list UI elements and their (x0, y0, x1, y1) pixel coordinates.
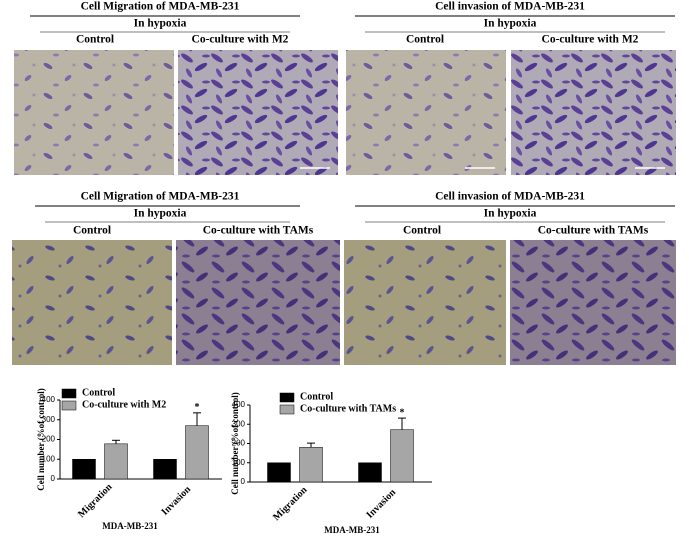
legend-swatch (279, 404, 295, 415)
y-tick-label: 300 (232, 419, 246, 428)
y-tick-label: 0 (241, 477, 246, 486)
bar (104, 443, 128, 480)
bar (72, 459, 96, 480)
bar (185, 425, 209, 480)
significance: * (195, 402, 200, 413)
panel-title: Cell Migration of MDA-MB-231 (81, 191, 240, 203)
y-tick-label: 100 (232, 458, 246, 467)
y-tick-label: 200 (42, 435, 56, 444)
column-label: Control (403, 225, 441, 237)
x-tick-label: Invasion (364, 487, 398, 521)
micrograph (344, 240, 506, 365)
legend-swatch (279, 392, 295, 403)
x-tick-label: Migration (76, 481, 115, 520)
panel-subtitle: In hypoxia (484, 208, 537, 220)
panel-subtitle: In hypoxia (484, 18, 537, 30)
micrograph (176, 240, 340, 365)
y-tick-label: 400 (42, 395, 56, 404)
column-label: Co-culture with M2 (192, 34, 289, 46)
legend-label: Co-culture with TAMs (300, 403, 396, 414)
legend-label: Control (300, 391, 333, 402)
y-tick-label: 300 (42, 415, 56, 424)
y-tick-label: 0 (51, 474, 56, 483)
bar (153, 459, 177, 480)
panel-title: Cell Migration of MDA-MB-231 (81, 1, 240, 13)
x-tick-label: Invasion (159, 484, 193, 518)
y-tick-label: 200 (232, 439, 246, 448)
panel-title: Cell invasion of MDA-MB-231 (435, 191, 585, 203)
column-label: Co-culture with TAMs (538, 225, 649, 237)
bar (358, 462, 382, 483)
legend-swatch (61, 400, 77, 411)
significance: * (400, 407, 405, 418)
bar (299, 447, 323, 483)
micrograph (178, 50, 338, 175)
legend-label: Co-culture with M2 (82, 399, 166, 410)
legend-swatch (61, 388, 77, 399)
y-tick-label: 400 (232, 400, 246, 409)
y-axis-label: Cell number (%of control) (230, 392, 240, 494)
column-label: Co-culture with TAMs (203, 225, 314, 237)
column-label: Control (76, 34, 114, 46)
column-label: Control (406, 34, 444, 46)
bar (390, 429, 414, 483)
y-tick-label: 100 (42, 454, 56, 463)
micrograph (510, 240, 676, 365)
bar (267, 462, 291, 483)
panel-title: Cell invasion of MDA-MB-231 (435, 1, 585, 13)
x-axis-label: MDA-MB-231 (324, 525, 380, 535)
legend-label: Control (82, 387, 115, 398)
micrograph (346, 50, 506, 175)
panel-subtitle: In hypoxia (134, 208, 187, 220)
x-tick-label: Migration (271, 484, 310, 523)
panel-subtitle: In hypoxia (134, 18, 187, 30)
micrograph (12, 240, 172, 365)
micrograph (14, 50, 174, 175)
column-label: Control (73, 225, 111, 237)
column-label: Co-culture with M2 (542, 34, 639, 46)
x-axis-label: MDA-MB-231 (102, 521, 158, 531)
micrograph (511, 50, 676, 175)
y-axis-label: Cell number (%of control) (36, 388, 46, 490)
